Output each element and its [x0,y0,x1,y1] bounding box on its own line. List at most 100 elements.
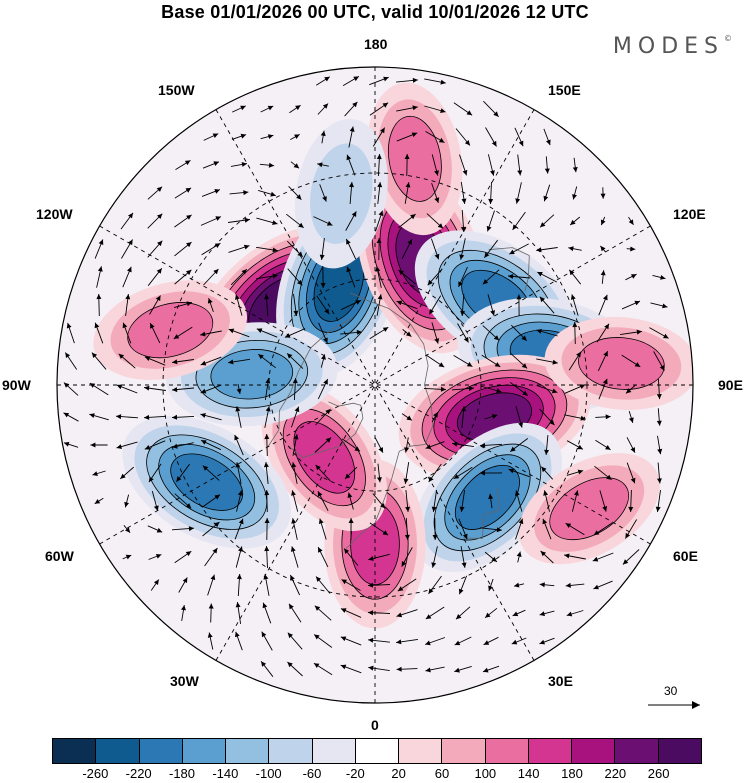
wind-vector [367,610,391,616]
wind-vector [150,579,160,591]
colorbar-cell [96,739,140,763]
anomaly-center [294,118,388,269]
reference-vector-label: 30 [664,684,678,698]
wind-vector [116,441,138,449]
wind-vector [172,442,194,449]
wind-vector [369,326,389,340]
wind-vector [424,105,446,113]
wind-vector [202,161,220,169]
colorbar-cell [355,739,400,763]
wind-vector [653,351,665,371]
wind-vector [290,161,300,169]
brand-mark: © [724,34,732,43]
polar-map [56,66,700,709]
wind-vector [201,494,221,508]
wind-vector [228,358,250,365]
wind-vector [264,293,270,317]
wind-vector [452,441,474,448]
wind-vector [509,243,529,255]
wind-vector [176,463,190,483]
wind-vector [318,322,328,344]
wind-vector [236,573,242,597]
wind-vector [175,160,191,170]
coastline [287,401,364,458]
wind-vector [377,182,383,204]
wind-vector [620,329,642,336]
wind-vector [344,101,358,117]
wind-vector [482,269,500,285]
wind-vector [512,609,526,617]
wind-vector [235,406,242,428]
wind-vector [235,631,243,651]
colorbar-cell [442,739,486,763]
anomaly-contour [293,421,356,494]
wind-vector [656,408,662,426]
wind-vector [264,433,270,457]
wind-vector [566,440,584,450]
wind-vector [171,414,195,420]
wind-vector [125,294,131,316]
wind-vector [89,413,109,421]
wind-vector [509,438,529,452]
wind-vector [235,294,243,316]
coastline [488,247,530,292]
wind-vector [596,323,610,343]
wind-vector [208,603,214,623]
wind-vector [568,269,582,285]
wind-vector [174,269,192,285]
wind-vector [293,294,299,316]
wind-vector [543,128,551,146]
wind-vector [402,329,412,337]
wind-vector [314,605,332,621]
wind-vector [203,268,219,286]
colorbar-tick-label: 60 [434,766,450,781]
wind-vector [317,103,329,115]
wind-vector [404,153,410,177]
wind-vector [430,238,440,260]
wind-vector [451,386,475,391]
wind-vector [432,517,438,541]
wind-vector [455,606,471,620]
anomaly-center [367,82,463,236]
wind-vector [349,181,354,205]
wind-vector [372,127,386,147]
wind-vector [341,438,361,452]
wind-vector [228,244,250,253]
wind-vector [369,76,389,86]
wind-vector [377,463,382,483]
wind-vector [540,466,554,480]
wind-vector [572,186,578,200]
wind-vector [539,296,555,314]
wind-vector [320,265,326,289]
colorbar-tick-label: 220 [604,766,627,781]
wind-vector [593,580,613,590]
wind-vector [460,182,467,204]
wind-vector [204,547,218,567]
wind-vector [151,490,159,512]
meridian [99,225,651,545]
reference-vector [648,701,700,709]
wind-vector [172,359,194,365]
wind-vector [341,579,361,591]
wind-vector [207,632,214,650]
wind-vector [431,154,439,176]
wind-vector [459,490,466,512]
wind-vector [63,412,79,422]
wind-vector [236,384,242,394]
wind-vector [289,574,301,596]
wind-vector [90,442,108,448]
colorbar-tick-label: 100 [474,766,497,781]
wind-vector [200,413,222,421]
wind-vector [263,462,269,484]
wind-vector [92,470,106,476]
wind-vector [372,493,386,509]
wind-vector [340,636,362,646]
wind-vector [228,217,250,223]
wind-vector [147,525,163,533]
wind-vector [148,554,162,560]
wind-vector [256,246,278,253]
wind-vector [625,384,637,394]
wind-vector [460,209,466,233]
wind-vector [484,551,498,563]
lon-label-30e: 30E [548,673,573,689]
